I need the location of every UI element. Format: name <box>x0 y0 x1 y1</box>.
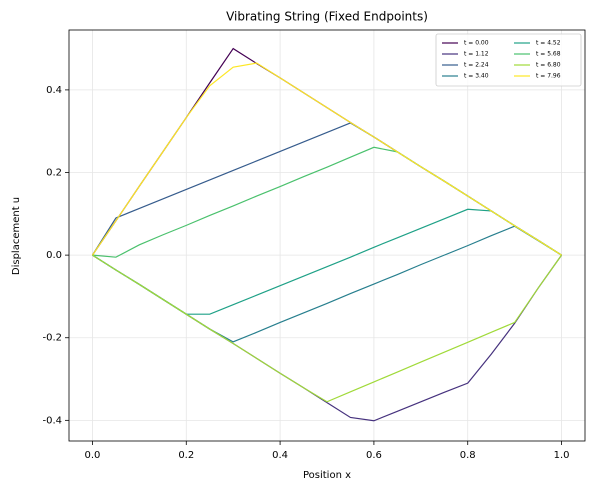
series-line <box>91 62 562 256</box>
x-tick-label: 0.0 <box>85 450 101 461</box>
chart-title: Vibrating String (Fixed Endpoints) <box>226 10 428 24</box>
x-tick-label: 0.2 <box>178 450 194 461</box>
legend-label: t = 4.52 <box>536 40 561 47</box>
legend-box <box>435 33 582 87</box>
legend-label: t = 2.24 <box>464 62 489 69</box>
x-axis-label: Position x <box>303 470 351 481</box>
legend-label: t = 5.68 <box>536 51 561 58</box>
y-tick-label: -0.4 <box>42 415 62 426</box>
x-tick-label: 0.8 <box>460 450 476 461</box>
x-tick-label: 1.0 <box>554 450 570 461</box>
x-tick-label: 0.4 <box>272 450 288 461</box>
y-tick-label: -0.2 <box>42 333 62 344</box>
y-tick-label: 0.0 <box>46 250 62 261</box>
legend-label: t = 7.96 <box>536 73 561 80</box>
series-line <box>92 208 562 315</box>
series-line <box>92 225 562 343</box>
y-tick-label: 0.4 <box>46 85 62 96</box>
legend-label: t = 6.80 <box>536 62 561 69</box>
legend-label: t = 1.12 <box>464 51 489 58</box>
x-tick-label: 0.6 <box>366 450 382 461</box>
legend-label: t = 3.40 <box>464 73 489 80</box>
plot-frame <box>68 29 586 442</box>
series-line <box>92 254 563 403</box>
legend-label: t = 0.00 <box>464 40 489 47</box>
y-tick-label: 0.2 <box>46 168 62 179</box>
y-axis-label: Displacement u <box>11 197 22 275</box>
series-line <box>92 146 562 258</box>
